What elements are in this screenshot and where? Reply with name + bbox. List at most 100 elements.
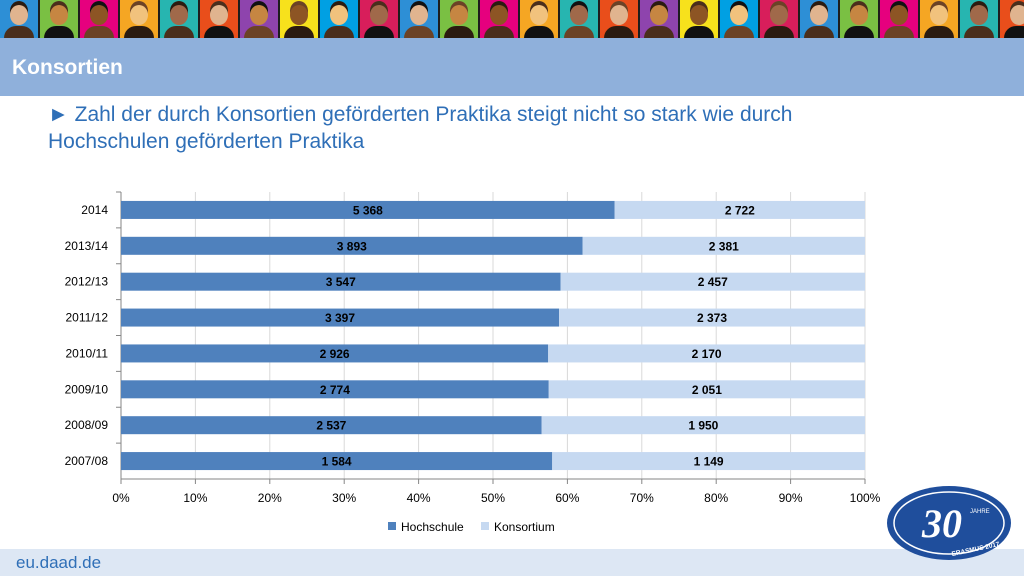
legend-label: Hochschule [401,520,464,534]
x-tick-label: 70% [630,491,654,505]
data-label: 2 926 [320,347,350,361]
banner-portrait [720,0,758,38]
bar-hochschule [121,200,615,219]
portrait-body [124,26,154,38]
x-tick-label: 40% [407,491,431,505]
headline-line-2: Hochschulen geförderten Praktika [48,130,365,153]
banner-portrait [560,0,598,38]
bar-hochschule [121,236,583,255]
portrait-head [90,5,108,25]
portrait-body [724,26,754,38]
footer-link[interactable]: eu.daad.de [16,553,102,572]
banner-portrait [200,0,238,38]
legend-swatch [481,522,489,530]
x-tick-label: 0% [112,491,130,505]
portrait-head [610,5,628,25]
portrait-body [1004,26,1024,38]
portrait-body [484,26,514,38]
banner-portrait [400,0,438,38]
data-label: 3 893 [337,239,367,253]
data-label: 3 397 [325,311,355,325]
banner-portrait [800,0,838,38]
data-label: 2 457 [698,275,728,289]
portrait-body [604,26,634,38]
portrait-body [244,26,274,38]
portrait-head [890,5,908,25]
portrait-body [964,26,994,38]
logo-ellipse [887,486,1011,560]
portrait-head [530,5,548,25]
x-tick-label: 20% [258,491,282,505]
data-label: 3 547 [326,275,356,289]
portrait-head [690,5,708,25]
bar-konsortium [541,416,865,435]
portrait-head [490,5,508,25]
portrait-head [170,5,188,25]
portrait-head [330,5,348,25]
data-label: 2 381 [709,239,739,253]
portrait-body [404,26,434,38]
y-tick-label: 2011/12 [66,311,109,325]
logo-small-text: JAHRE [970,509,990,515]
portrait-head [850,5,868,25]
banner-portrait [920,0,958,38]
portrait-body [764,26,794,38]
banner-portrait [40,0,78,38]
bar-konsortium [582,236,865,255]
x-tick-label: 50% [481,491,505,505]
photo-banner [0,0,1024,38]
bar-konsortium [548,344,865,363]
data-label: 2 537 [316,419,346,433]
legend-label: Konsortium [494,520,555,534]
data-label: 2 373 [697,311,727,325]
slide-headline: ► Zahl der durch Konsortien geförderten … [48,101,928,155]
data-label: 1 950 [688,419,718,433]
portrait-body [204,26,234,38]
banner-portrait [0,0,38,38]
y-tick-label: 2008/09 [65,418,109,432]
banner-portrait [320,0,358,38]
portrait-head [10,5,28,25]
portrait-head [570,5,588,25]
y-tick-label: 2007/08 [65,454,109,468]
portrait-head [770,5,788,25]
portrait-head [50,5,68,25]
portrait-body [524,26,554,38]
portrait-body [84,26,114,38]
logo-number: 30 [921,501,962,546]
portrait-body [844,26,874,38]
y-tick-label: 2013/14 [65,239,109,253]
portrait-head [1010,5,1024,25]
portrait-body [564,26,594,38]
portrait-body [804,26,834,38]
bar-konsortium [559,308,865,327]
portrait-head [130,5,148,25]
legend-swatch [388,522,396,530]
portrait-body [44,26,74,38]
banner-portrait [240,0,278,38]
headline-line-1: ► Zahl der durch Konsortien geförderten … [48,103,793,126]
banner-portrait [1000,0,1024,38]
portrait-body [644,26,674,38]
bar-hochschule [121,272,561,291]
x-tick-label: 60% [555,491,579,505]
portrait-head [810,5,828,25]
portrait-head [250,5,268,25]
y-tick-label: 2014 [81,203,108,217]
portrait-head [930,5,948,25]
banner-portrait [600,0,638,38]
bar-hochschule [121,344,549,363]
portrait-body [324,26,354,38]
bar-konsortium [614,200,865,219]
portrait-head [370,5,388,25]
y-tick-label: 2010/11 [66,346,109,360]
x-tick-label: 100% [850,491,881,505]
portrait-head [410,5,428,25]
logo-inner-ring [893,491,1005,555]
portrait-head [450,5,468,25]
data-label: 1 584 [322,455,352,469]
bar-konsortium [552,452,865,471]
banner-portrait [640,0,678,38]
banner-portrait [80,0,118,38]
